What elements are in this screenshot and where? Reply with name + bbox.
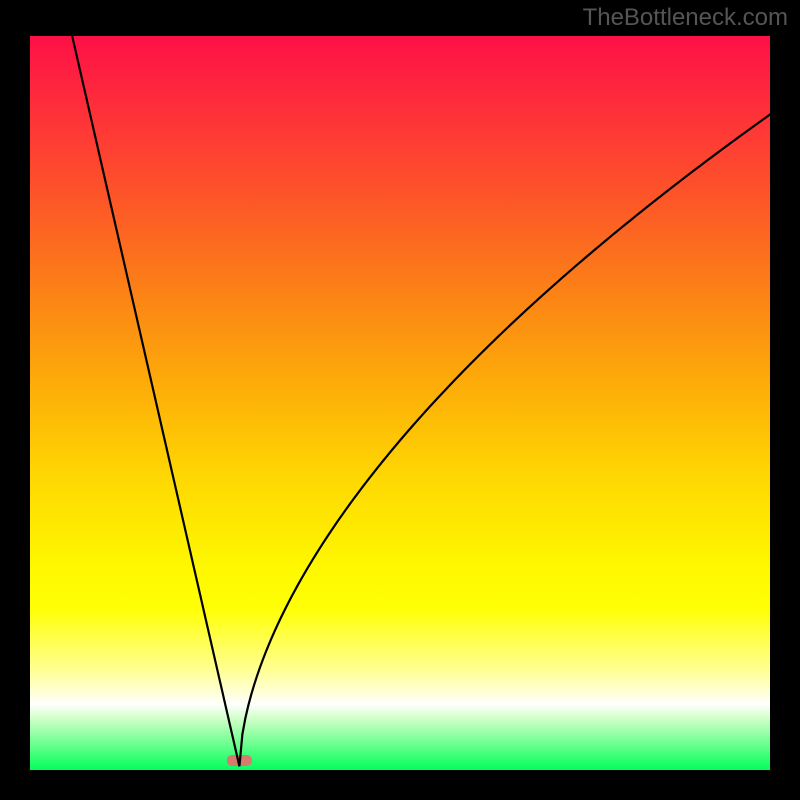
watermark-text: TheBottleneck.com (583, 4, 788, 32)
bottleneck-chart (0, 0, 800, 800)
plot-background (30, 36, 770, 770)
chart-container: TheBottleneck.com (0, 0, 800, 800)
